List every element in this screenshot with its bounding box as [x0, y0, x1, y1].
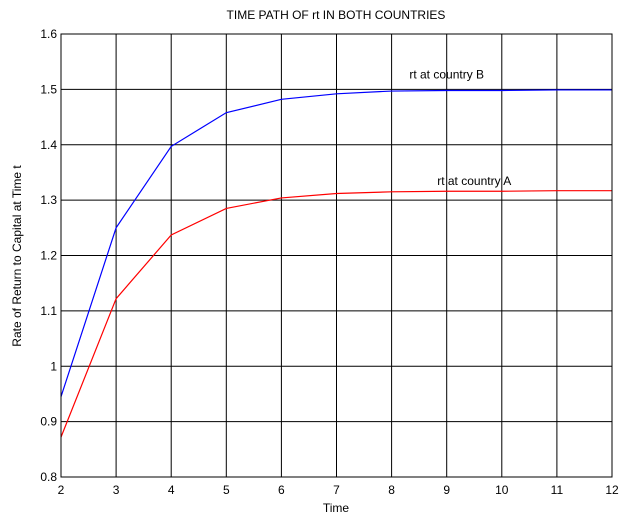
y-tick-label: 1 [50, 359, 57, 373]
x-tick-label: 10 [495, 483, 509, 497]
plot-frame [60, 33, 613, 478]
annotation-label: rt at country B [409, 67, 484, 81]
x-tick-label: 7 [333, 483, 340, 497]
y-tick-label: 0.8 [40, 470, 57, 484]
chart-title: TIME PATH OF rt IN BOTH COUNTRIES [227, 8, 446, 22]
x-tick-label: 3 [113, 483, 120, 497]
annotation-layer: rt at country B rt at country A [409, 67, 511, 188]
annotation-label: rt at country A [437, 174, 511, 188]
x-tick-label: 6 [278, 483, 285, 497]
x-axis-label: Time [323, 501, 350, 515]
y-tick-label: 1.5 [40, 82, 57, 96]
y-tick-label: 1.2 [40, 249, 57, 263]
x-tick-label: 12 [605, 483, 619, 497]
x-tick-label: 8 [388, 483, 395, 497]
x-tick-label: 11 [551, 483, 564, 497]
x-tick-label: 5 [223, 483, 230, 497]
y-tick-label: 0.9 [40, 415, 57, 429]
y-tick-label: 1.6 [40, 27, 57, 41]
series-line-rt-at-country-b [60, 89, 612, 397]
series-line-rt-at-country-a [60, 190, 612, 438]
grid [60, 33, 613, 478]
x-tick-label: 2 [58, 483, 65, 497]
tick-layer: 2 3 4 5 6 7 8 9 10 11 12 0.8 0.9 1 1.1 1.2 1.3 1.4 1.5 1.6 [40, 27, 619, 497]
y-axis-label: Rate of Return to Capital at Time t [10, 165, 24, 347]
y-tick-label: 1.4 [40, 138, 57, 152]
x-tick-label: 9 [443, 483, 450, 497]
y-tick-label: 1.1 [40, 304, 57, 318]
x-tick-label: 4 [168, 483, 175, 497]
y-tick-label: 1.3 [40, 193, 57, 207]
series-layer [60, 89, 612, 438]
